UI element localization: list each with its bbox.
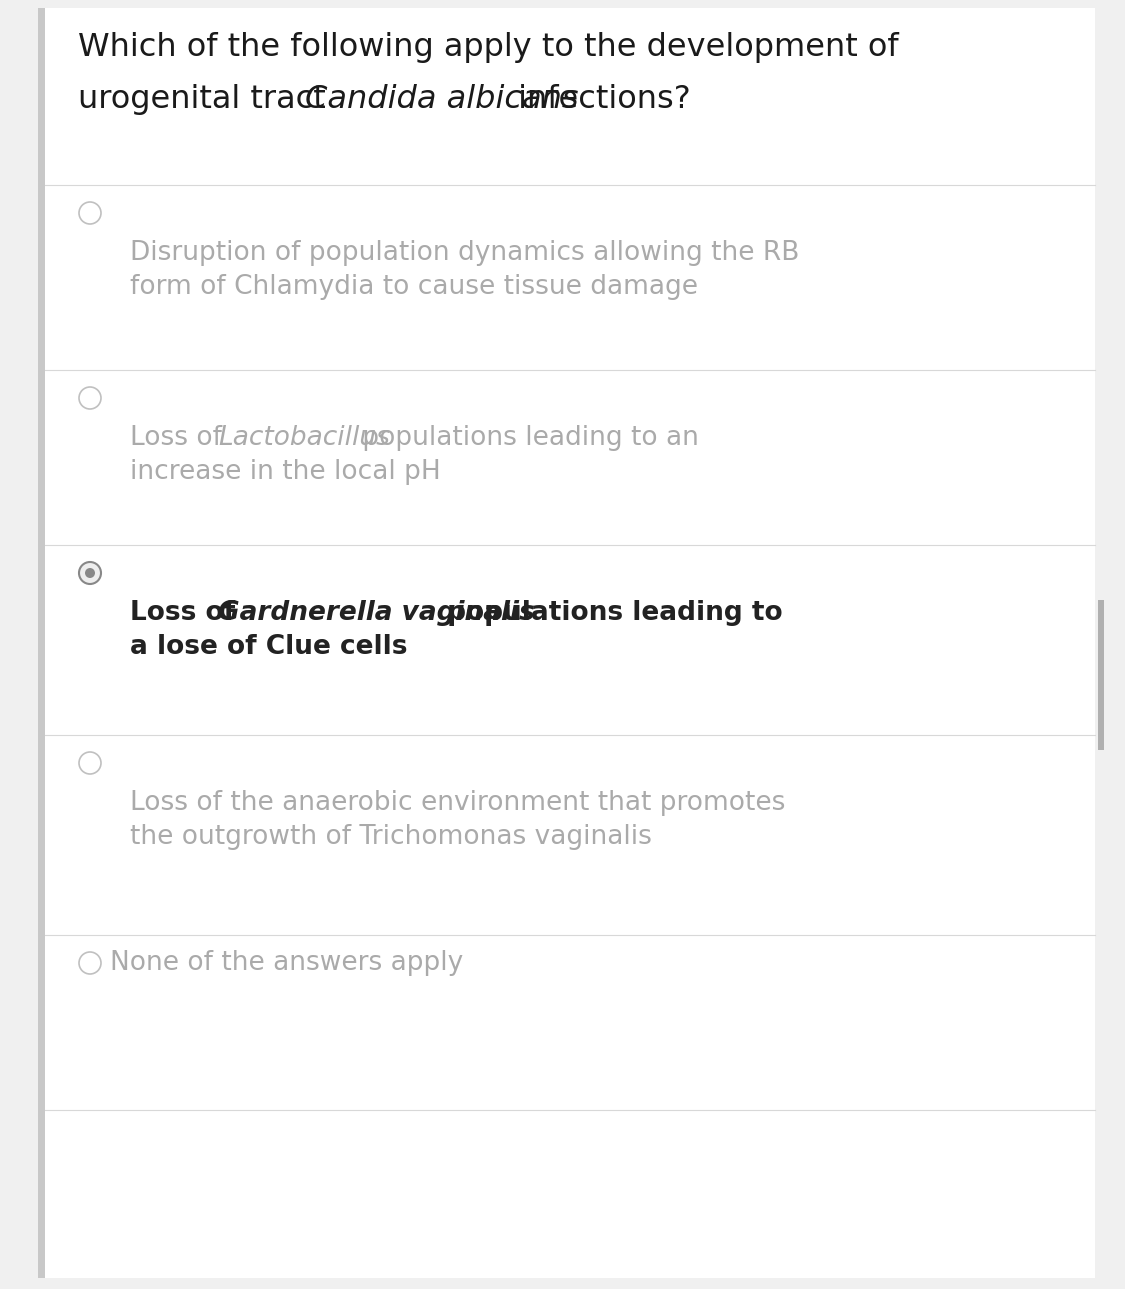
Text: Loss of: Loss of	[130, 599, 244, 626]
Bar	[1098, 599, 1104, 750]
Text: infections?: infections?	[507, 84, 691, 115]
Text: the outgrowth of Trichomonas vaginalis: the outgrowth of Trichomonas vaginalis	[130, 824, 651, 849]
Text: Loss of the anaerobic environment that promotes: Loss of the anaerobic environment that p…	[130, 790, 785, 816]
Text: populations leading to an: populations leading to an	[354, 425, 699, 451]
Text: a lose of Clue cells: a lose of Clue cells	[130, 634, 407, 660]
Text: Disruption of population dynamics allowing the RB: Disruption of population dynamics allowi…	[130, 240, 800, 266]
Text: increase in the local pH: increase in the local pH	[130, 459, 441, 485]
Text: Loss of: Loss of	[130, 425, 231, 451]
Text: urogenital tract: urogenital tract	[78, 84, 336, 115]
Text: Lactobacillus: Lactobacillus	[218, 425, 390, 451]
Circle shape	[86, 568, 94, 577]
Text: populations leading to: populations leading to	[438, 599, 783, 626]
Circle shape	[79, 387, 101, 409]
Circle shape	[79, 751, 101, 773]
Circle shape	[79, 953, 101, 974]
Text: None of the answers apply: None of the answers apply	[110, 950, 463, 976]
Text: Which of the following apply to the development of: Which of the following apply to the deve…	[78, 32, 899, 63]
Circle shape	[79, 562, 101, 584]
Text: Gardnerella vaginalis: Gardnerella vaginalis	[218, 599, 534, 626]
Bar	[38, 8, 45, 1277]
Text: Candida albicans: Candida albicans	[305, 84, 578, 115]
Circle shape	[79, 202, 101, 224]
Text: form of Chlamydia to cause tissue damage: form of Chlamydia to cause tissue damage	[130, 275, 698, 300]
